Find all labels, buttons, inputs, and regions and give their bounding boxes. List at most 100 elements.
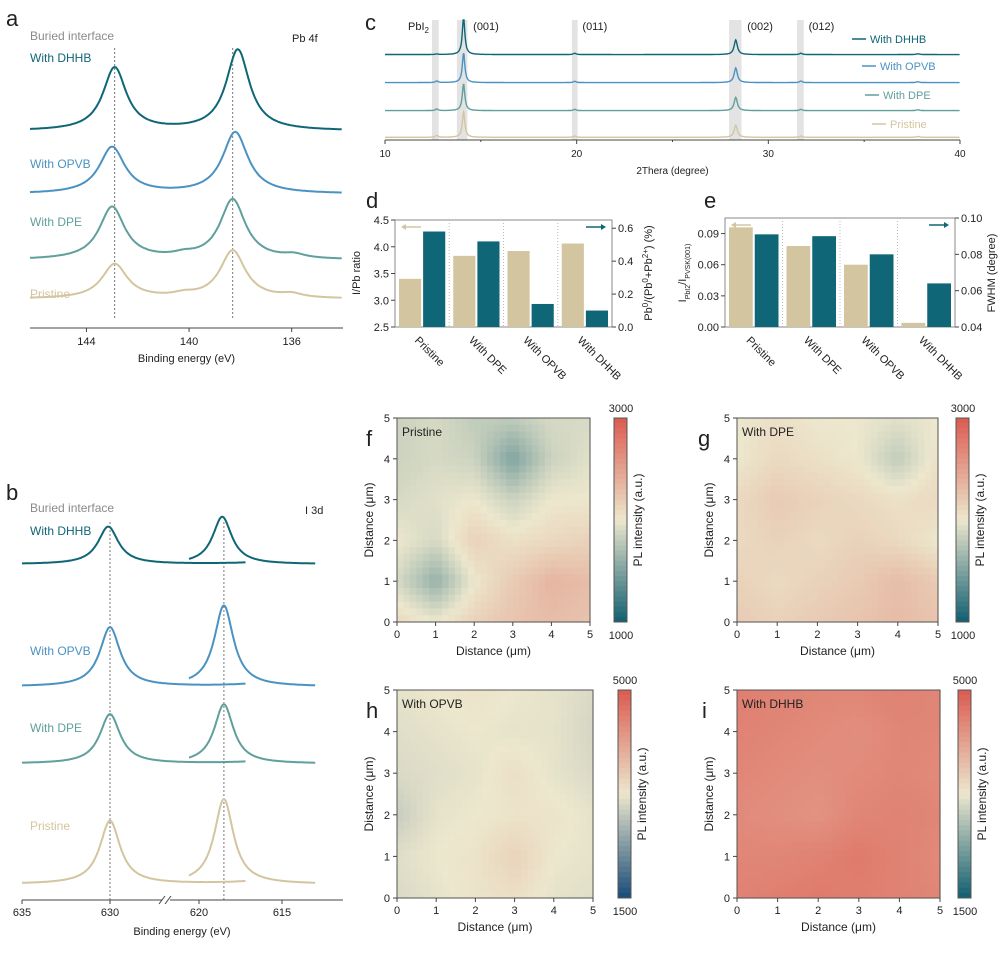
heatmap-cell: [838, 849, 846, 857]
heatmap-cell: [757, 884, 765, 892]
heatmap-cell: [933, 828, 941, 837]
heatmap-cell: [818, 835, 826, 844]
heatmap-cell: [512, 465, 520, 473]
heatmap-cell: [917, 418, 926, 426]
heatmap-cell: [931, 513, 939, 521]
panel-label-f: f: [366, 426, 373, 451]
heatmap-cell: [791, 787, 799, 795]
sample-label: With DPE: [742, 425, 794, 439]
heatmap-cell: [818, 703, 826, 712]
heatmap-cell: [538, 533, 546, 541]
heatmap-cell: [410, 835, 418, 844]
heatmap-cell: [764, 870, 772, 878]
heatmap-cell: [777, 431, 785, 439]
heatmap-cell: [448, 506, 456, 514]
heatmap-cell: [544, 526, 552, 535]
colorbar-segment: [958, 700, 971, 707]
heatmap-cell: [468, 696, 476, 705]
heatmap-cell: [810, 615, 818, 623]
heatmap-cell: [757, 506, 765, 514]
colorbar-segment: [956, 550, 969, 557]
heatmap-cell: [573, 703, 581, 712]
heatmap-cell: [532, 424, 540, 433]
heatmap-cell: [784, 891, 792, 899]
heatmap-cell: [553, 877, 561, 885]
heatmap-cell: [804, 526, 812, 535]
heatmap-cell: [737, 574, 745, 582]
heatmap-cell: [416, 884, 424, 892]
heatmap-cell: [397, 431, 405, 439]
heatmap-cell: [850, 554, 859, 562]
heatmap-cell: [551, 506, 559, 514]
heatmap-cell: [416, 703, 424, 712]
heatmap-cell: [804, 794, 813, 802]
heatmap-cell: [566, 787, 574, 795]
colorbar-segment: [618, 695, 631, 701]
heatmap-cell: [919, 690, 928, 698]
heatmap-cell: [750, 588, 758, 596]
heatmap-cell: [481, 870, 490, 878]
heatmap-cell: [422, 533, 430, 541]
heatmap-cell: [435, 567, 443, 575]
heatmap-cell: [824, 835, 833, 844]
colorbar-segment: [618, 840, 631, 847]
heatmap-cell: [763, 458, 772, 467]
heatmap-cell: [904, 554, 912, 562]
heatmap-cell: [475, 814, 483, 823]
heatmap-cell: [442, 787, 450, 795]
heatmap-cell: [474, 588, 482, 596]
heatmap-cell: [919, 863, 928, 871]
heatmap-cell: [544, 479, 552, 487]
colorbar-segment: [956, 530, 969, 536]
axis-break-mark: [164, 895, 172, 905]
heatmap-cell: [573, 870, 581, 878]
heatmap-cell: [480, 445, 488, 453]
heatmap-cell: [824, 567, 832, 575]
heatmap-cell: [906, 703, 914, 712]
heatmap-cell: [912, 807, 921, 816]
heatmap-cell: [455, 794, 463, 802]
heatmap-cell: [790, 574, 798, 582]
heatmap-cell: [783, 574, 792, 582]
heatmap-cell: [570, 458, 578, 467]
heatmap-cell: [429, 492, 437, 501]
colorbar-segment: [956, 591, 969, 597]
heatmap-cell: [899, 884, 907, 892]
heatmap-cell: [495, 696, 503, 705]
heatmap-cell: [750, 773, 758, 781]
heatmap-cell: [501, 703, 509, 712]
heatmap-cell: [926, 766, 934, 774]
heatmap-cell: [865, 821, 873, 830]
heatmap-cell: [844, 492, 852, 501]
colorbar-segment: [618, 731, 631, 738]
heatmap-cell: [737, 520, 745, 528]
heatmap-cell: [454, 601, 462, 609]
heatmap-cell: [495, 842, 503, 851]
colorbar-segment: [958, 799, 971, 805]
colorbar-segment: [614, 520, 627, 526]
heatmap-cell: [397, 520, 405, 528]
heatmap-cell: [436, 835, 444, 844]
heatmap-cell: [804, 856, 813, 864]
heatmap-cell: [750, 499, 758, 507]
heatmap-cell: [551, 567, 559, 575]
x-tick-label: 3: [512, 905, 518, 917]
heatmap-cell: [811, 849, 819, 857]
heatmap-cell: [830, 540, 839, 548]
colorbar-segment: [958, 752, 971, 759]
heatmap-cell: [462, 842, 470, 851]
heatmap-cell: [857, 445, 865, 453]
heatmap-cell: [926, 835, 934, 844]
heatmap-cell: [397, 465, 405, 473]
heatmap-cell: [435, 520, 443, 528]
bar-right-axis: [585, 310, 608, 327]
heatmap-cell: [416, 472, 424, 480]
heatmap-cell: [435, 615, 443, 623]
heatmap-cell: [436, 870, 444, 878]
heatmap-cell: [743, 821, 752, 830]
heatmap-cell: [519, 486, 527, 494]
x-axis-label: Distance (μm): [458, 920, 533, 934]
heatmap-cell: [488, 863, 496, 871]
heatmap-cell: [891, 492, 899, 501]
heatmap-cell: [831, 717, 840, 726]
